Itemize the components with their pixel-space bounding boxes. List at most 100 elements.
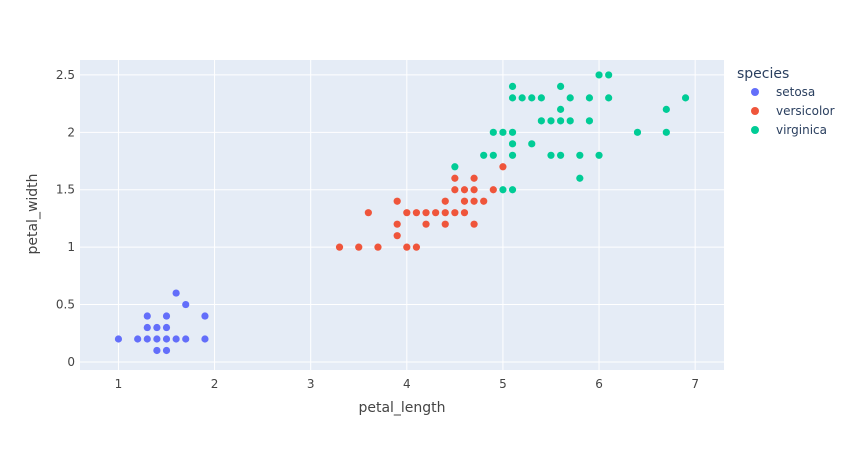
point-virginica[interactable] [537, 94, 545, 102]
point-virginica[interactable] [566, 117, 574, 125]
point-virginica[interactable] [662, 105, 670, 113]
point-versicolor[interactable] [499, 163, 507, 171]
point-virginica[interactable] [528, 94, 536, 102]
point-virginica[interactable] [585, 117, 594, 125]
point-versicolor[interactable] [432, 209, 440, 217]
point-versicolor[interactable] [441, 220, 449, 228]
point-virginica[interactable] [633, 128, 642, 136]
point-setosa[interactable] [201, 312, 209, 320]
point-virginica[interactable] [605, 71, 613, 79]
point-virginica[interactable] [508, 82, 517, 91]
x-tick-label: 6 [595, 377, 603, 391]
point-setosa[interactable] [162, 335, 171, 343]
point-versicolor[interactable] [470, 197, 478, 205]
point-setosa[interactable] [153, 323, 161, 332]
point-versicolor[interactable] [393, 197, 401, 205]
point-versicolor[interactable] [422, 220, 430, 228]
legend-label-versicolor[interactable]: versicolor [776, 104, 835, 118]
x-tick-label: 2 [211, 377, 219, 391]
point-versicolor[interactable] [412, 209, 421, 217]
point-virginica[interactable] [508, 94, 517, 102]
legend-label-virginica[interactable]: virginica [776, 123, 827, 137]
x-axis-ticks: 1 2 3 4 5 6 7 [115, 377, 699, 391]
point-setosa[interactable] [162, 346, 171, 355]
point-versicolor[interactable] [470, 186, 478, 194]
point-versicolor[interactable] [451, 174, 459, 182]
point-versicolor[interactable] [412, 243, 421, 251]
point-setosa[interactable] [153, 346, 161, 355]
point-versicolor[interactable] [460, 186, 469, 194]
point-setosa[interactable] [153, 335, 161, 343]
x-tick-label: 3 [307, 377, 315, 391]
point-versicolor[interactable] [335, 243, 344, 251]
point-setosa[interactable] [134, 335, 142, 343]
y-tick-label: 0 [67, 355, 75, 369]
point-versicolor[interactable] [451, 209, 459, 217]
point-virginica[interactable] [662, 128, 670, 136]
point-versicolor[interactable] [393, 220, 401, 228]
point-setosa[interactable] [162, 312, 171, 320]
point-virginica[interactable] [585, 94, 594, 102]
point-setosa[interactable] [182, 335, 190, 343]
point-versicolor[interactable] [393, 232, 401, 240]
y-tick-label: 1.5 [56, 183, 75, 197]
point-virginica[interactable] [556, 117, 565, 125]
point-virginica[interactable] [566, 94, 574, 102]
point-versicolor[interactable] [470, 220, 478, 228]
point-versicolor[interactable] [374, 243, 382, 251]
point-virginica[interactable] [556, 105, 565, 113]
point-versicolor[interactable] [403, 209, 411, 217]
point-virginica[interactable] [489, 151, 497, 159]
point-setosa[interactable] [143, 312, 151, 320]
legend-marker-virginica[interactable] [751, 126, 759, 134]
point-virginica[interactable] [537, 117, 545, 125]
point-setosa[interactable] [172, 289, 180, 297]
point-virginica[interactable] [451, 163, 459, 171]
point-virginica[interactable] [605, 94, 613, 102]
point-virginica[interactable] [547, 117, 555, 125]
x-tick-label: 7 [691, 377, 699, 391]
point-virginica[interactable] [480, 151, 488, 159]
point-versicolor[interactable] [489, 186, 497, 194]
point-virginica[interactable] [576, 151, 584, 159]
point-setosa[interactable] [162, 323, 171, 332]
point-virginica[interactable] [508, 151, 517, 159]
legend-marker-setosa[interactable] [751, 88, 759, 96]
point-versicolor[interactable] [460, 209, 469, 217]
point-virginica[interactable] [595, 151, 603, 159]
point-virginica[interactable] [528, 140, 536, 148]
point-virginica[interactable] [547, 151, 555, 159]
point-versicolor[interactable] [355, 243, 363, 251]
point-setosa[interactable] [114, 335, 123, 343]
legend-marker-versicolor[interactable] [751, 107, 759, 115]
point-virginica[interactable] [556, 82, 565, 91]
point-virginica[interactable] [556, 151, 565, 159]
point-virginica[interactable] [508, 128, 517, 136]
point-virginica[interactable] [681, 94, 690, 102]
y-tick-label: 0.5 [56, 298, 75, 312]
point-virginica[interactable] [499, 186, 507, 194]
point-virginica[interactable] [595, 71, 603, 79]
point-versicolor[interactable] [441, 209, 449, 217]
data-points [114, 71, 690, 355]
legend-label-setosa[interactable]: setosa [776, 85, 815, 99]
point-versicolor[interactable] [470, 174, 478, 182]
point-virginica[interactable] [518, 94, 526, 102]
point-versicolor[interactable] [422, 209, 430, 217]
point-versicolor[interactable] [451, 186, 459, 194]
point-setosa[interactable] [182, 300, 190, 309]
point-virginica[interactable] [508, 186, 517, 194]
point-versicolor[interactable] [364, 209, 372, 217]
point-virginica[interactable] [499, 128, 507, 136]
point-setosa[interactable] [172, 335, 180, 343]
point-setosa[interactable] [201, 335, 209, 343]
point-virginica[interactable] [576, 174, 584, 182]
point-versicolor[interactable] [480, 197, 488, 205]
point-versicolor[interactable] [460, 197, 469, 205]
point-setosa[interactable] [143, 323, 151, 332]
point-setosa[interactable] [143, 335, 151, 343]
point-virginica[interactable] [508, 140, 517, 148]
point-virginica[interactable] [489, 128, 497, 136]
point-versicolor[interactable] [403, 243, 411, 251]
point-versicolor[interactable] [441, 197, 449, 205]
